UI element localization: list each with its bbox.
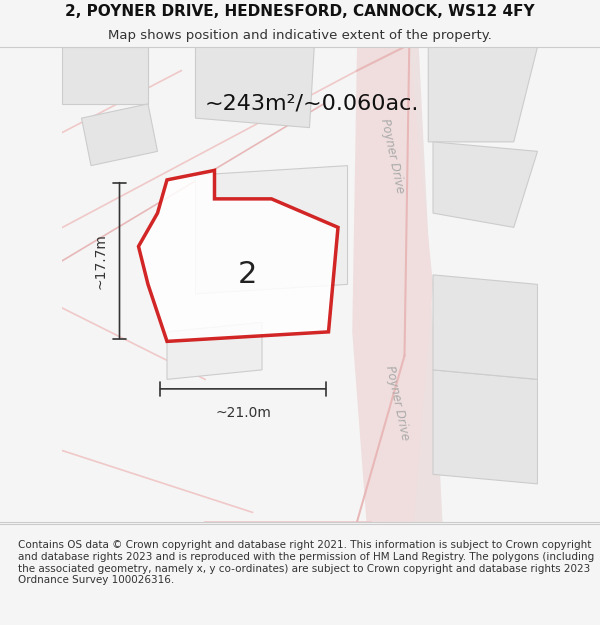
Polygon shape — [352, 47, 433, 522]
Polygon shape — [433, 142, 538, 228]
Polygon shape — [62, 47, 148, 104]
Text: Map shows position and indicative extent of the property.: Map shows position and indicative extent… — [108, 29, 492, 42]
Text: ~21.0m: ~21.0m — [215, 406, 271, 419]
Polygon shape — [433, 275, 538, 379]
Polygon shape — [196, 166, 347, 294]
Polygon shape — [357, 47, 443, 522]
Text: 2, POYNER DRIVE, HEDNESFORD, CANNOCK, WS12 4FY: 2, POYNER DRIVE, HEDNESFORD, CANNOCK, WS… — [65, 4, 535, 19]
Text: 2: 2 — [238, 261, 257, 289]
Polygon shape — [82, 104, 157, 166]
Polygon shape — [167, 322, 262, 379]
Polygon shape — [433, 370, 538, 484]
Text: Contains OS data © Crown copyright and database right 2021. This information is : Contains OS data © Crown copyright and d… — [18, 541, 594, 585]
Text: ~243m²/~0.060ac.: ~243m²/~0.060ac. — [205, 94, 419, 114]
Polygon shape — [196, 47, 314, 128]
Text: Poyner Drive: Poyner Drive — [383, 364, 412, 442]
Text: ~17.7m: ~17.7m — [94, 232, 107, 289]
Polygon shape — [139, 171, 338, 341]
Polygon shape — [428, 47, 538, 142]
Text: Poyner Drive: Poyner Drive — [379, 118, 407, 195]
